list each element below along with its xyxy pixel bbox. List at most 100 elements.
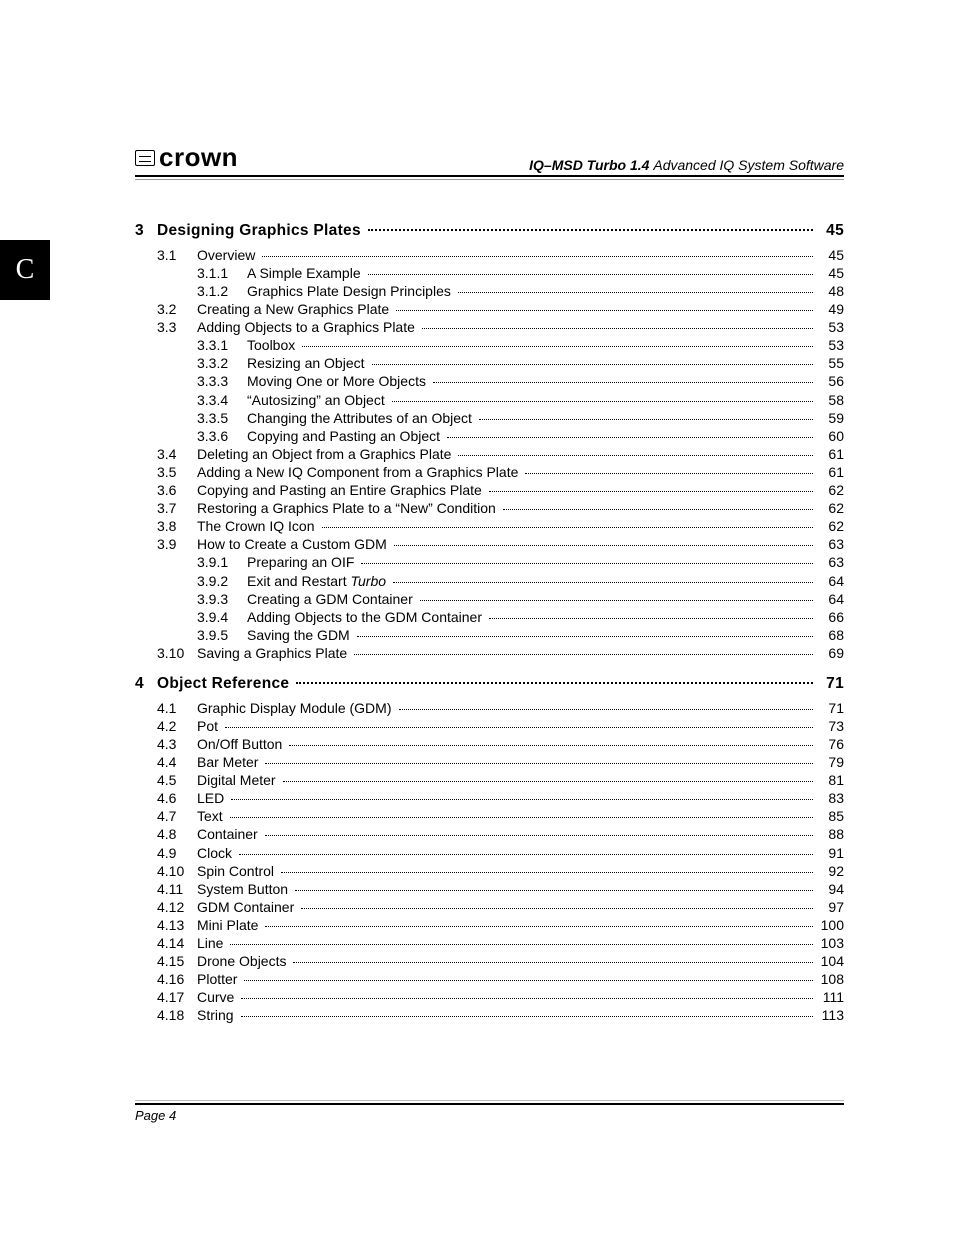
toc-section: 4.13Mini Plate100 [135,917,844,933]
toc-section-num: 4.2 [157,718,197,734]
toc-subsection-title: Adding Objects to the GDM Container [247,609,486,625]
toc-leader [241,998,813,999]
toc-leader [262,256,813,257]
product-tagline: Advanced IQ System Software [653,157,844,173]
header-rule-thin [135,179,844,180]
toc-chapter-page: 45 [816,222,844,240]
toc-subsection-page: 55 [816,355,844,371]
toc-section-title: Drone Objects [197,953,290,969]
toc-subsection-title: Creating a GDM Container [247,591,417,607]
toc-section-page: 83 [816,790,844,806]
toc-subsection-num: 3.1.1 [197,265,247,281]
toc-section-num: 4.18 [157,1007,197,1023]
toc-section-page: 81 [816,772,844,788]
toc-leader [289,745,813,746]
toc-subsection-page: 53 [816,337,844,353]
toc-section-title: Curve [197,989,238,1005]
toc-section-num: 4.12 [157,899,197,915]
brand-name: crown [159,142,238,173]
toc-section-num: 4.3 [157,736,197,752]
toc-section-page: 62 [816,482,844,498]
toc-leader [295,890,813,891]
toc-subsection-title: A Simple Example [247,265,365,281]
toc-section-title: System Button [197,881,292,897]
toc-section: 4.16Plotter108 [135,971,844,987]
page-number: Page 4 [135,1108,844,1123]
toc-section: 3.1Overview45 [135,247,844,263]
toc-section: 4.12GDM Container97 [135,899,844,915]
toc-subsection-title: Resizing an Object [247,355,369,371]
toc-subsection-num: 3.3.3 [197,373,247,389]
toc-subsection-num: 3.1.2 [197,283,247,299]
toc-leader [265,835,813,836]
toc-leader [225,727,813,728]
toc-section-num: 4.15 [157,953,197,969]
toc-section-num: 4.1 [157,700,197,716]
toc-leader [361,563,813,564]
toc-section-num: 4.10 [157,863,197,879]
toc-section-title: Deleting an Object from a Graphics Plate [197,446,455,462]
toc-leader [230,817,813,818]
toc-section-title: Clock [197,845,236,861]
toc-section-title: Container [197,826,262,842]
toc-section-title: String [197,1007,238,1023]
toc-section-title: Spin Control [197,863,278,879]
toc-section: 4.8Container 88 [135,826,844,842]
table-of-contents: 3Designing Graphics Plates453.1Overview4… [135,222,844,1025]
toc-leader [396,310,813,311]
toc-subsection: 3.9.1Preparing an OIF63 [135,554,844,570]
toc-section: 3.5Adding a New IQ Component from a Grap… [135,464,844,480]
toc-section-num: 4.7 [157,808,197,824]
toc-section-num: 3.6 [157,482,197,498]
toc-leader [231,799,813,800]
toc-section-page: 85 [816,808,844,824]
toc-subsection: 3.9.4Adding Objects to the GDM Container… [135,609,844,625]
toc-leader [241,1016,813,1017]
toc-section-num: 3.2 [157,301,197,317]
toc-subsection: 3.9.3Creating a GDM Container64 [135,591,844,607]
toc-subsection-page: 58 [816,392,844,408]
toc-section: 4.9Clock91 [135,845,844,861]
toc-section: 4.2Pot73 [135,718,844,734]
toc-leader [265,763,813,764]
toc-leader [489,491,813,492]
toc-section-page: 61 [816,464,844,480]
toc-leader [525,473,813,474]
toc-subsection-title: Saving the GDM [247,627,354,643]
toc-leader [281,872,813,873]
toc-section-num: 4.8 [157,826,197,842]
toc-section-page: 88 [816,826,844,842]
toc-subsection-page: 59 [816,410,844,426]
toc-section-page: 53 [816,319,844,335]
brand-logo: crown [135,142,238,173]
toc-section-page: 104 [816,953,844,969]
toc-section-title: Mini Plate [197,917,262,933]
toc-subsection-num: 3.3.2 [197,355,247,371]
toc-section-num: 3.8 [157,518,197,534]
toc-leader [354,654,813,655]
toc-subsection: 3.3.5Changing the Attributes of an Objec… [135,410,844,426]
toc-section-num: 3.9 [157,536,197,552]
toc-section-num: 4.16 [157,971,197,987]
toc-section-page: 92 [816,863,844,879]
toc-section-num: 4.5 [157,772,197,788]
toc-chapter-title: Designing Graphics Plates [157,222,365,240]
toc-section-page: 73 [816,718,844,734]
toc-leader [239,854,813,855]
toc-section-page: 79 [816,754,844,770]
toc-section-title: Line [197,935,227,951]
toc-subsection: 3.9.5Saving the GDM68 [135,627,844,643]
toc-subsection-title: Copying and Pasting an Object [247,428,444,444]
toc-chapter: 4Object Reference71 [135,675,844,693]
toc-section-num: 3.7 [157,500,197,516]
toc-section: 3.2Creating a New Graphics Plate49 [135,301,844,317]
toc-leader [302,346,813,347]
footer-rule-thin [135,1100,844,1101]
toc-subsection-title: Changing the Attributes of an Object [247,410,476,426]
toc-section-num: 4.13 [157,917,197,933]
toc-section-title: Text [197,808,227,824]
toc-section-page: 97 [816,899,844,915]
toc-leader [479,419,813,420]
toc-subsection-title: Exit and Restart Turbo [247,573,390,589]
toc-section-title: On/Off Button [197,736,286,752]
